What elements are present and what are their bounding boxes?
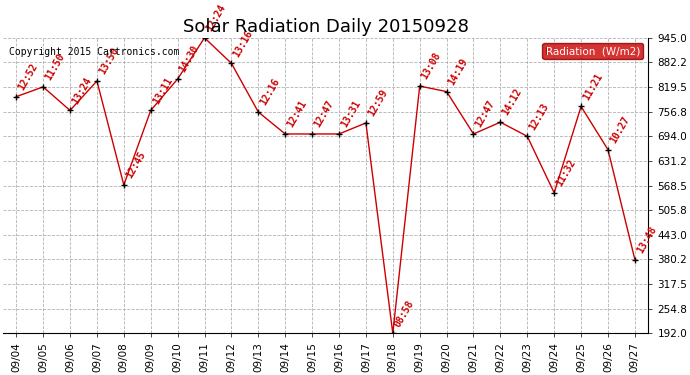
Legend: Radiation  (W/m2): Radiation (W/m2) xyxy=(542,43,643,59)
Text: 14:12: 14:12 xyxy=(500,87,524,117)
Text: 11:21: 11:21 xyxy=(581,71,604,102)
Text: 13:11: 13:11 xyxy=(150,75,174,106)
Text: 13:24: 13:24 xyxy=(70,75,93,106)
Text: 10:27: 10:27 xyxy=(608,114,631,145)
Text: 08:58: 08:58 xyxy=(393,298,416,328)
Text: 12:24: 12:24 xyxy=(204,3,228,33)
Text: 12:47: 12:47 xyxy=(473,99,497,129)
Text: 12:45: 12:45 xyxy=(124,150,147,180)
Text: 13:16: 13:16 xyxy=(231,28,255,58)
Text: Copyright 2015 Cartronics.com: Copyright 2015 Cartronics.com xyxy=(9,46,179,57)
Text: 11:50: 11:50 xyxy=(43,52,66,82)
Text: 13:48: 13:48 xyxy=(635,224,658,255)
Text: 13:08: 13:08 xyxy=(420,51,443,81)
Text: 11:32: 11:32 xyxy=(554,158,578,188)
Text: 14:19: 14:19 xyxy=(446,56,470,87)
Text: 12:41: 12:41 xyxy=(285,99,308,129)
Title: Solar Radiation Daily 20150928: Solar Radiation Daily 20150928 xyxy=(183,18,469,36)
Text: 12:52: 12:52 xyxy=(17,62,39,92)
Text: 13:50: 13:50 xyxy=(97,46,120,76)
Text: 13:31: 13:31 xyxy=(339,99,362,129)
Text: 12:16: 12:16 xyxy=(258,77,282,107)
Text: 12:47: 12:47 xyxy=(312,99,335,129)
Text: 12:59: 12:59 xyxy=(366,88,389,118)
Text: 14:30: 14:30 xyxy=(177,44,201,74)
Text: 12:13: 12:13 xyxy=(527,101,551,132)
